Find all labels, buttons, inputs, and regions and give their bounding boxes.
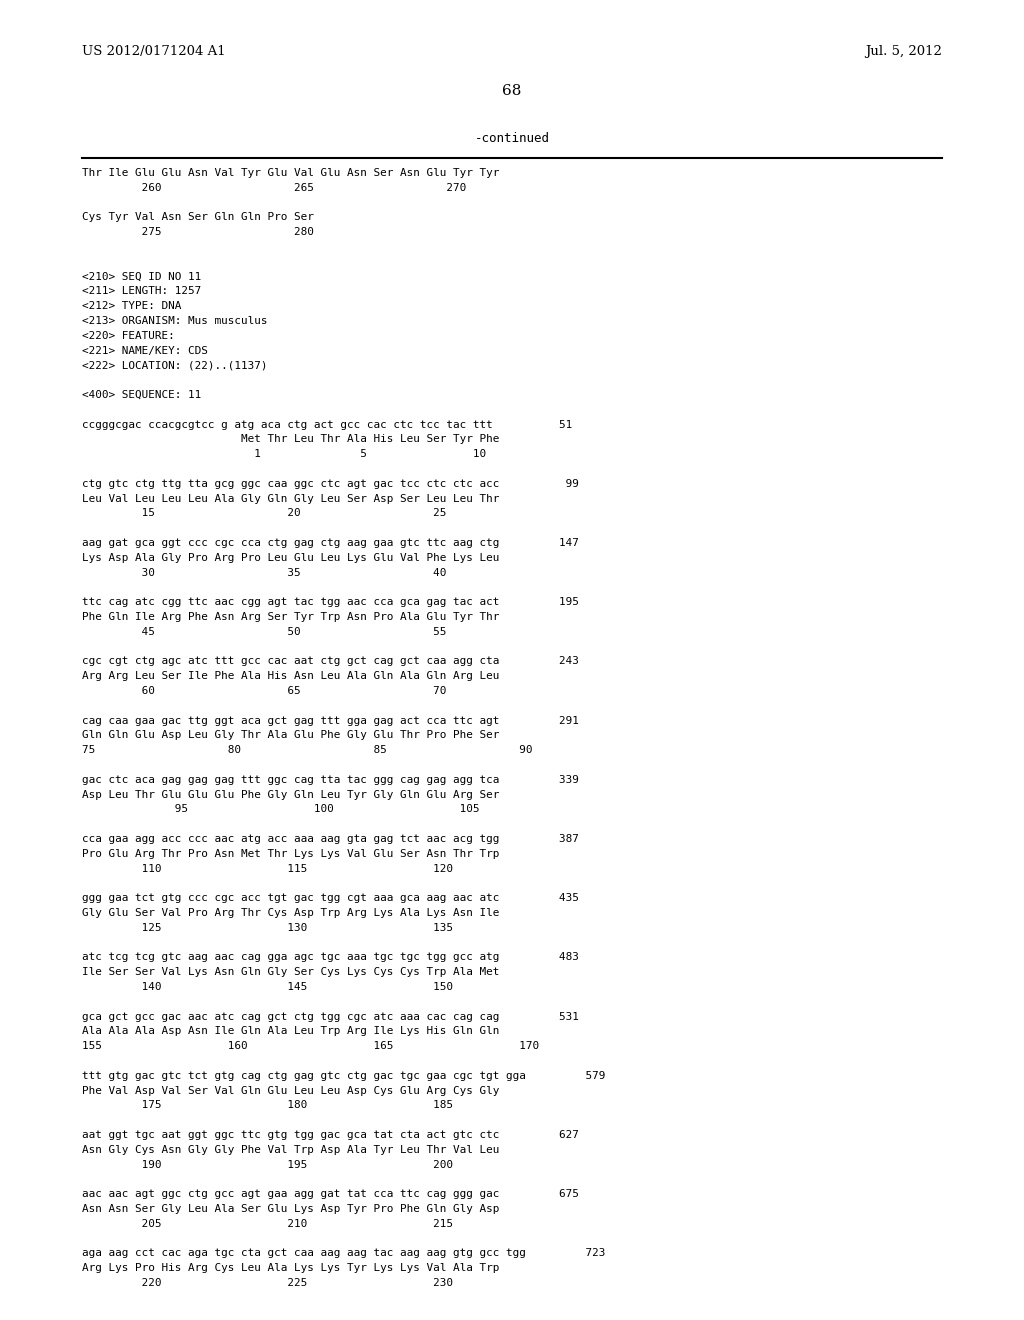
Text: cca gaa agg acc ccc aac atg acc aaa aag gta gag tct aac acg tgg         387: cca gaa agg acc ccc aac atg acc aaa aag … xyxy=(82,834,579,843)
Text: ctg gtc ctg ttg tta gcg ggc caa ggc ctc agt gac tcc ctc ctc acc          99: ctg gtc ctg ttg tta gcg ggc caa ggc ctc … xyxy=(82,479,579,488)
Text: 110                   115                   120: 110 115 120 xyxy=(82,863,453,874)
Text: Ile Ser Ser Val Lys Asn Gln Gly Ser Cys Lys Cys Cys Trp Ala Met: Ile Ser Ser Val Lys Asn Gln Gly Ser Cys … xyxy=(82,968,500,977)
Text: aat ggt tgc aat ggt ggc ttc gtg tgg gac gca tat cta act gtc ctc         627: aat ggt tgc aat ggt ggc ttc gtg tgg gac … xyxy=(82,1130,579,1140)
Text: 60                    65                    70: 60 65 70 xyxy=(82,686,446,696)
Text: 260                    265                    270: 260 265 270 xyxy=(82,182,466,193)
Text: Asn Gly Cys Asn Gly Gly Phe Val Trp Asp Ala Tyr Leu Thr Val Leu: Asn Gly Cys Asn Gly Gly Phe Val Trp Asp … xyxy=(82,1144,500,1155)
Text: 15                    20                    25: 15 20 25 xyxy=(82,508,446,519)
Text: <210> SEQ ID NO 11: <210> SEQ ID NO 11 xyxy=(82,272,202,281)
Text: 275                    280: 275 280 xyxy=(82,227,314,238)
Text: cgc cgt ctg agc atc ttt gcc cac aat ctg gct cag gct caa agg cta         243: cgc cgt ctg agc atc ttt gcc cac aat ctg … xyxy=(82,656,579,667)
Text: Phe Gln Ile Arg Phe Asn Arg Ser Tyr Trp Asn Pro Ala Glu Tyr Thr: Phe Gln Ile Arg Phe Asn Arg Ser Tyr Trp … xyxy=(82,612,500,622)
Text: -continued: -continued xyxy=(474,132,550,145)
Text: ttc cag atc cgg ttc aac cgg agt tac tgg aac cca gca gag tac act         195: ttc cag atc cgg ttc aac cgg agt tac tgg … xyxy=(82,597,579,607)
Text: <400> SEQUENCE: 11: <400> SEQUENCE: 11 xyxy=(82,389,202,400)
Text: aag gat gca ggt ccc cgc cca ctg gag ctg aag gaa gtc ttc aag ctg         147: aag gat gca ggt ccc cgc cca ctg gag ctg … xyxy=(82,539,579,548)
Text: Phe Val Asp Val Ser Val Gln Glu Leu Leu Asp Cys Glu Arg Cys Gly: Phe Val Asp Val Ser Val Gln Glu Leu Leu … xyxy=(82,1085,500,1096)
Text: gac ctc aca gag gag gag ttt ggc cag tta tac ggg cag gag agg tca         339: gac ctc aca gag gag gag ttt ggc cag tta … xyxy=(82,775,579,785)
Text: Asp Leu Thr Glu Glu Glu Phe Gly Gln Leu Tyr Gly Gln Glu Arg Ser: Asp Leu Thr Glu Glu Glu Phe Gly Gln Leu … xyxy=(82,789,500,800)
Text: gca gct gcc gac aac atc cag gct ctg tgg cgc atc aaa cac cag cag         531: gca gct gcc gac aac atc cag gct ctg tgg … xyxy=(82,1011,579,1022)
Text: 125                   130                   135: 125 130 135 xyxy=(82,923,453,933)
Text: <212> TYPE: DNA: <212> TYPE: DNA xyxy=(82,301,181,312)
Text: <211> LENGTH: 1257: <211> LENGTH: 1257 xyxy=(82,286,202,297)
Text: 220                   225                   230: 220 225 230 xyxy=(82,1278,453,1288)
Text: 140                   145                   150: 140 145 150 xyxy=(82,982,453,993)
Text: 190                   195                   200: 190 195 200 xyxy=(82,1159,453,1170)
Text: Asn Asn Ser Gly Leu Ala Ser Glu Lys Asp Tyr Pro Phe Gln Gly Asp: Asn Asn Ser Gly Leu Ala Ser Glu Lys Asp … xyxy=(82,1204,500,1214)
Text: US 2012/0171204 A1: US 2012/0171204 A1 xyxy=(82,45,225,58)
Text: 75                    80                    85                    90: 75 80 85 90 xyxy=(82,746,532,755)
Text: Gln Gln Glu Asp Leu Gly Thr Ala Glu Phe Gly Glu Thr Pro Phe Ser: Gln Gln Glu Asp Leu Gly Thr Ala Glu Phe … xyxy=(82,730,500,741)
Text: 1               5                10: 1 5 10 xyxy=(82,449,486,459)
Text: Cys Tyr Val Asn Ser Gln Gln Pro Ser: Cys Tyr Val Asn Ser Gln Gln Pro Ser xyxy=(82,213,314,222)
Text: <222> LOCATION: (22)..(1137): <222> LOCATION: (22)..(1137) xyxy=(82,360,267,371)
Text: 45                    50                    55: 45 50 55 xyxy=(82,627,446,636)
Text: 30                    35                    40: 30 35 40 xyxy=(82,568,446,578)
Text: <220> FEATURE:: <220> FEATURE: xyxy=(82,331,175,341)
Text: Ala Ala Ala Asp Asn Ile Gln Ala Leu Trp Arg Ile Lys His Gln Gln: Ala Ala Ala Asp Asn Ile Gln Ala Leu Trp … xyxy=(82,1027,500,1036)
Text: <221> NAME/KEY: CDS: <221> NAME/KEY: CDS xyxy=(82,346,208,355)
Text: Met Thr Leu Thr Ala His Leu Ser Tyr Phe: Met Thr Leu Thr Ala His Leu Ser Tyr Phe xyxy=(82,434,500,445)
Text: <213> ORGANISM: Mus musculus: <213> ORGANISM: Mus musculus xyxy=(82,315,267,326)
Text: 205                   210                   215: 205 210 215 xyxy=(82,1218,453,1229)
Text: cag caa gaa gac ttg ggt aca gct gag ttt gga gag act cca ttc agt         291: cag caa gaa gac ttg ggt aca gct gag ttt … xyxy=(82,715,579,726)
Text: ccgggcgac ccacgcgtcc g atg aca ctg act gcc cac ctc tcc tac ttt          51: ccgggcgac ccacgcgtcc g atg aca ctg act g… xyxy=(82,420,572,429)
Text: 155                   160                   165                   170: 155 160 165 170 xyxy=(82,1041,539,1051)
Text: atc tcg tcg gtc aag aac cag gga agc tgc aaa tgc tgc tgg gcc atg         483: atc tcg tcg gtc aag aac cag gga agc tgc … xyxy=(82,953,579,962)
Text: Jul. 5, 2012: Jul. 5, 2012 xyxy=(865,45,942,58)
Text: aga aag cct cac aga tgc cta gct caa aag aag tac aag aag gtg gcc tgg         723: aga aag cct cac aga tgc cta gct caa aag … xyxy=(82,1249,605,1258)
Text: ggg gaa tct gtg ccc cgc acc tgt gac tgg cgt aaa gca aag aac atc         435: ggg gaa tct gtg ccc cgc acc tgt gac tgg … xyxy=(82,894,579,903)
Text: Lys Asp Ala Gly Pro Arg Pro Leu Glu Leu Lys Glu Val Phe Lys Leu: Lys Asp Ala Gly Pro Arg Pro Leu Glu Leu … xyxy=(82,553,500,562)
Text: Pro Glu Arg Thr Pro Asn Met Thr Lys Lys Val Glu Ser Asn Thr Trp: Pro Glu Arg Thr Pro Asn Met Thr Lys Lys … xyxy=(82,849,500,859)
Text: Arg Lys Pro His Arg Cys Leu Ala Lys Lys Tyr Lys Lys Val Ala Trp: Arg Lys Pro His Arg Cys Leu Ala Lys Lys … xyxy=(82,1263,500,1274)
Text: Thr Ile Glu Glu Asn Val Tyr Glu Val Glu Asn Ser Asn Glu Tyr Tyr: Thr Ile Glu Glu Asn Val Tyr Glu Val Glu … xyxy=(82,168,500,178)
Text: Arg Arg Leu Ser Ile Phe Ala His Asn Leu Ala Gln Ala Gln Arg Leu: Arg Arg Leu Ser Ile Phe Ala His Asn Leu … xyxy=(82,671,500,681)
Text: 68: 68 xyxy=(503,84,521,98)
Text: Gly Glu Ser Val Pro Arg Thr Cys Asp Trp Arg Lys Ala Lys Asn Ile: Gly Glu Ser Val Pro Arg Thr Cys Asp Trp … xyxy=(82,908,500,917)
Text: aac aac agt ggc ctg gcc agt gaa agg gat tat cca ttc cag ggg gac         675: aac aac agt ggc ctg gcc agt gaa agg gat … xyxy=(82,1189,579,1199)
Text: Leu Val Leu Leu Leu Ala Gly Gln Gly Leu Ser Asp Ser Leu Leu Thr: Leu Val Leu Leu Leu Ala Gly Gln Gly Leu … xyxy=(82,494,500,504)
Text: 95                   100                   105: 95 100 105 xyxy=(82,804,479,814)
Text: ttt gtg gac gtc tct gtg cag ctg gag gtc ctg gac tgc gaa cgc tgt gga         579: ttt gtg gac gtc tct gtg cag ctg gag gtc … xyxy=(82,1071,605,1081)
Text: 175                   180                   185: 175 180 185 xyxy=(82,1101,453,1110)
